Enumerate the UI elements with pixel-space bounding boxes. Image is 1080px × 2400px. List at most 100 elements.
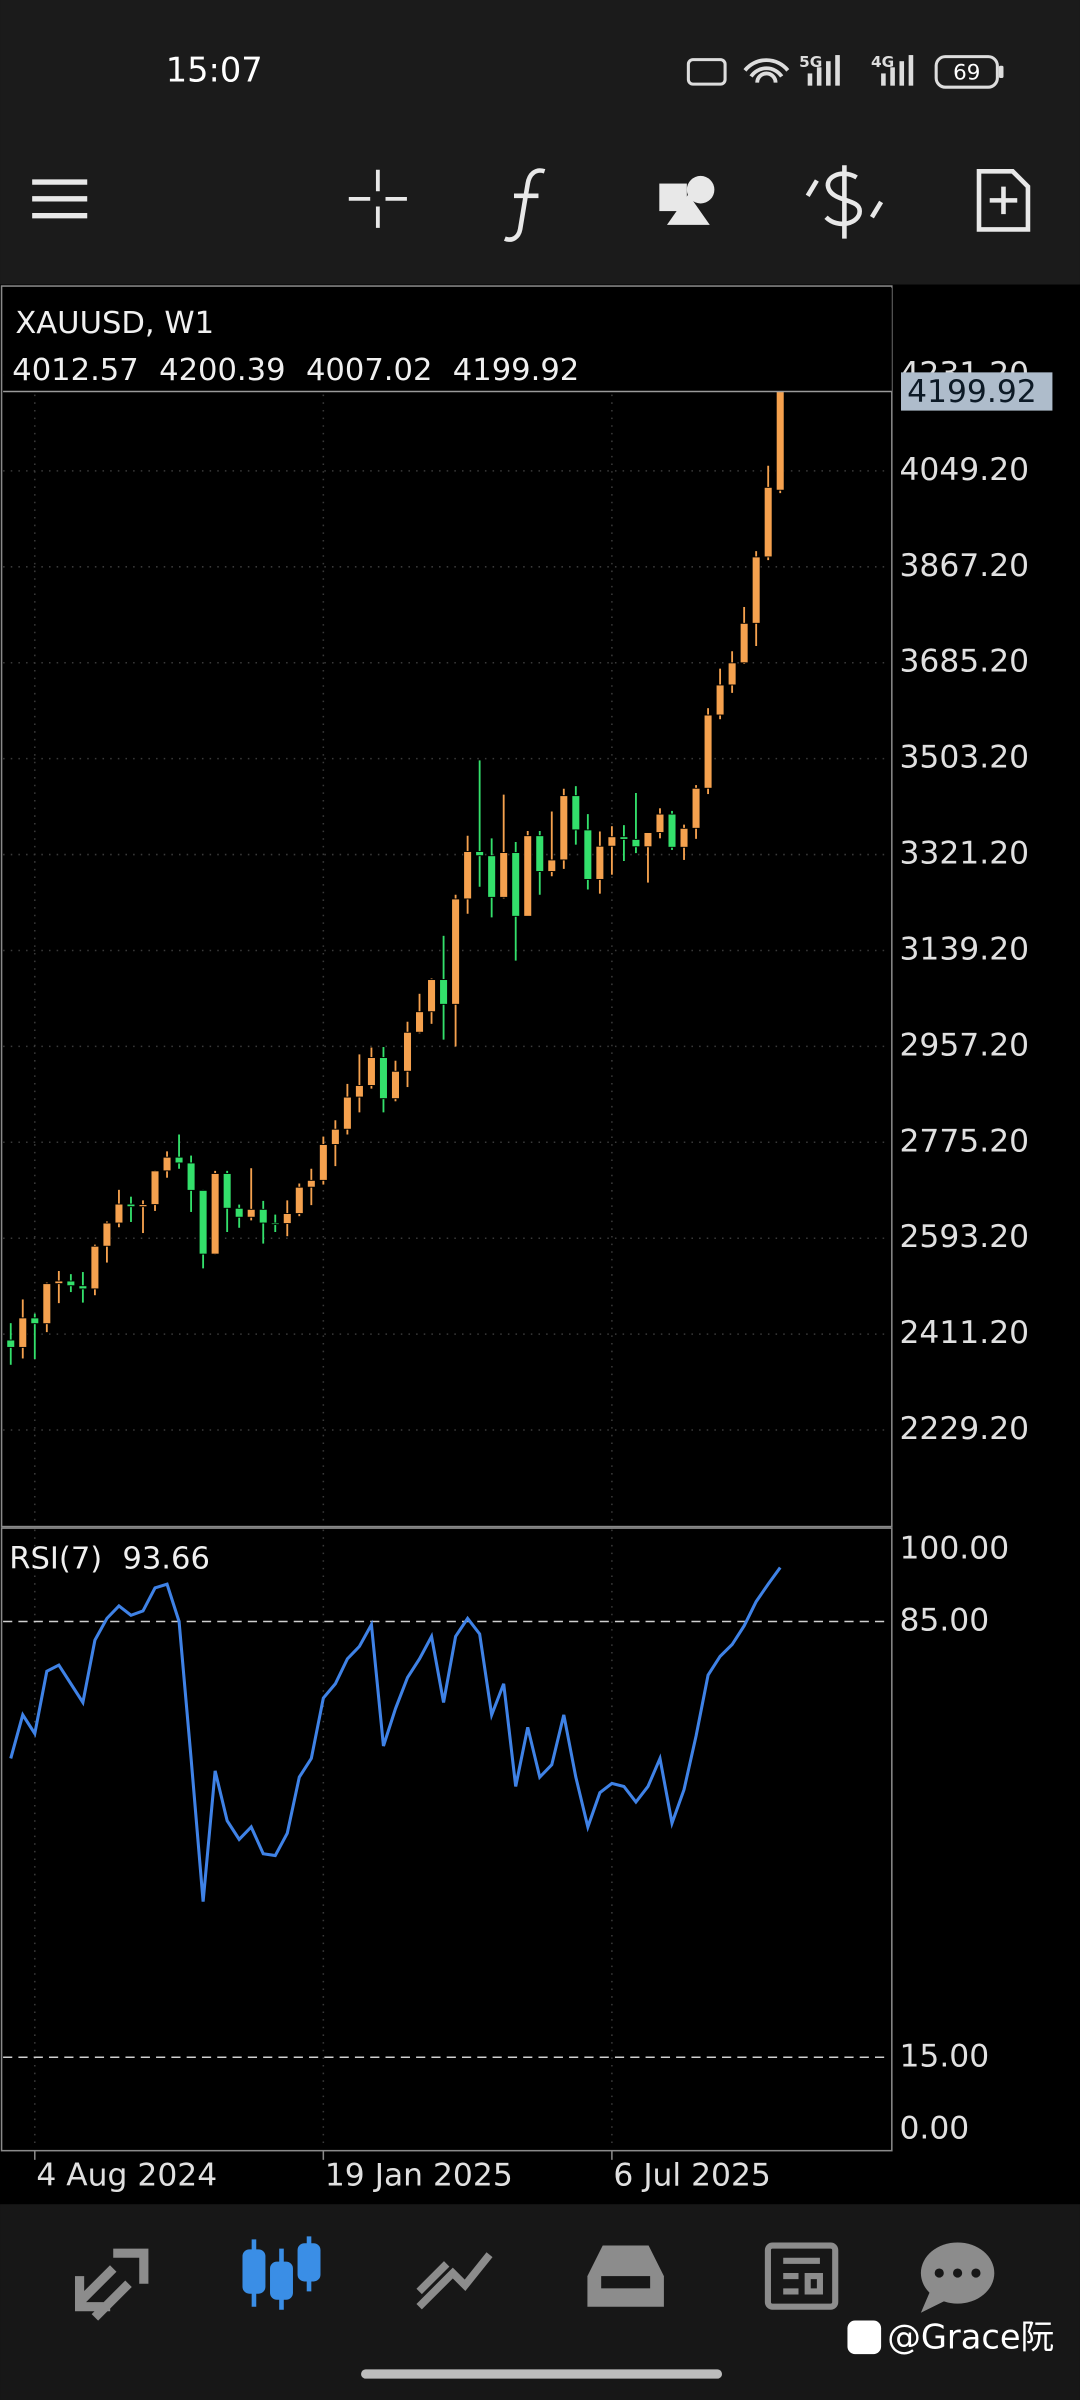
candle-body — [607, 836, 617, 847]
candle-body — [643, 832, 653, 848]
objects-button[interactable] — [659, 175, 715, 225]
quotes-tab[interactable] — [74, 2248, 149, 2321]
candle-body — [679, 827, 689, 848]
candle-body — [282, 1213, 292, 1225]
candle-body — [619, 836, 629, 840]
candle-body — [691, 787, 701, 829]
crosshair-button[interactable] — [348, 169, 407, 228]
chart-header — [3, 287, 892, 392]
candle-body — [667, 813, 677, 848]
menu-button[interactable] — [32, 179, 88, 219]
y-tick-label: 2411.20 — [899, 1315, 1029, 1351]
news-tab[interactable] — [764, 2242, 839, 2310]
candle-body — [775, 391, 785, 491]
y-tick-label: 0.00 — [899, 2110, 969, 2146]
candle-body — [511, 852, 521, 917]
candle-body — [366, 1057, 376, 1086]
candle-body — [126, 1203, 136, 1208]
candle-body — [18, 1317, 28, 1348]
x-tick-label: 6 Jul 2025 — [613, 2158, 770, 2194]
y-tick-label: 2957.20 — [899, 1027, 1029, 1063]
candle-body — [547, 859, 557, 872]
candle-body — [42, 1283, 52, 1325]
candle-body — [102, 1222, 112, 1247]
candle-body — [631, 838, 641, 848]
status-icons: 5G 4G — [686, 53, 1004, 89]
chart-tab[interactable] — [242, 2236, 321, 2310]
ohlc-value: 4200.39 — [159, 353, 285, 388]
candle-body — [487, 855, 497, 898]
battery-level: 69 — [953, 60, 980, 85]
candle-body — [234, 1207, 244, 1218]
top-bar — [0, 0, 1080, 285]
candle-body — [66, 1280, 76, 1287]
candle-body — [198, 1189, 208, 1255]
candle-body — [306, 1179, 316, 1188]
x-tick-label: 4 Aug 2024 — [36, 2158, 217, 2194]
candle-body — [655, 813, 665, 833]
y-tick-label: 3685.20 — [899, 644, 1029, 680]
indicators-button[interactable] — [503, 168, 546, 242]
candle-body — [114, 1203, 124, 1224]
candle-body — [318, 1144, 328, 1181]
candle-body — [210, 1173, 220, 1255]
candle-body — [90, 1245, 100, 1290]
candle-body — [222, 1173, 232, 1209]
y-tick-label: 2593.20 — [899, 1219, 1029, 1255]
candle-body — [571, 795, 581, 831]
candle-body — [595, 845, 605, 880]
chat-tab[interactable] — [920, 2242, 995, 2313]
y-tick-label: 2229.20 — [899, 1411, 1029, 1447]
candle-body — [751, 556, 761, 624]
trade-button[interactable] — [805, 165, 884, 239]
ohlc-value: 4012.57 — [12, 353, 138, 388]
trade-tab[interactable] — [416, 2252, 493, 2310]
candle-body — [330, 1128, 340, 1145]
candle-body — [150, 1170, 160, 1206]
candle-body — [379, 1057, 388, 1100]
candle-body — [30, 1317, 40, 1325]
indicator-title: RSI(7) — [9, 1542, 102, 1577]
candle-body — [439, 979, 449, 1005]
watermark: @Grace阮 — [887, 2317, 1054, 2356]
candle-body — [475, 851, 485, 857]
y-tick-label: 100.00 — [899, 1531, 1009, 1567]
candle-body — [270, 1222, 280, 1226]
candle-body — [78, 1285, 88, 1290]
candle-body — [6, 1339, 16, 1348]
history-tab[interactable] — [587, 2245, 664, 2307]
rsi-line — [9, 1566, 782, 1902]
chart-title: XAUUSD, W1 — [15, 306, 214, 341]
rsi-pane — [0, 1527, 893, 2152]
ohlc-value: 4199.92 — [453, 353, 579, 388]
candle-body — [174, 1156, 184, 1164]
watermark-logo — [847, 2320, 882, 2355]
y-tick-label: 4049.20 — [899, 452, 1029, 488]
candle-body — [391, 1070, 400, 1100]
candle-body — [739, 622, 749, 664]
net-label: 4G — [871, 53, 894, 71]
candle-body — [54, 1280, 64, 1285]
chart-area: 2229.20 2411.20 2593.20 2775.20 2957.20 3139.… — [0, 285, 1053, 2194]
y-tick-label: 3321.20 — [899, 836, 1029, 872]
y-tick-label: 85.00 — [899, 1602, 989, 1638]
clock: 15:07 — [166, 50, 263, 89]
nav-icons — [74, 2236, 995, 2321]
price-tag — [900, 372, 1053, 411]
candle-body — [138, 1204, 148, 1208]
candle-body — [451, 898, 461, 1005]
candle-body — [354, 1085, 364, 1098]
candle-body — [162, 1156, 172, 1172]
candle-body — [427, 979, 436, 1013]
new-order-button[interactable] — [976, 169, 1031, 232]
price-pane — [0, 285, 893, 1528]
candle-body — [294, 1186, 304, 1215]
candle-body — [535, 835, 545, 872]
bottom-nav — [0, 2204, 1080, 2400]
candle-body — [583, 829, 593, 880]
y-tick-label: 15.00 — [899, 2038, 989, 2074]
candle-body — [463, 851, 473, 900]
indicator-value: 93.66 — [122, 1542, 210, 1577]
y-tick-label: 3867.20 — [899, 548, 1029, 584]
